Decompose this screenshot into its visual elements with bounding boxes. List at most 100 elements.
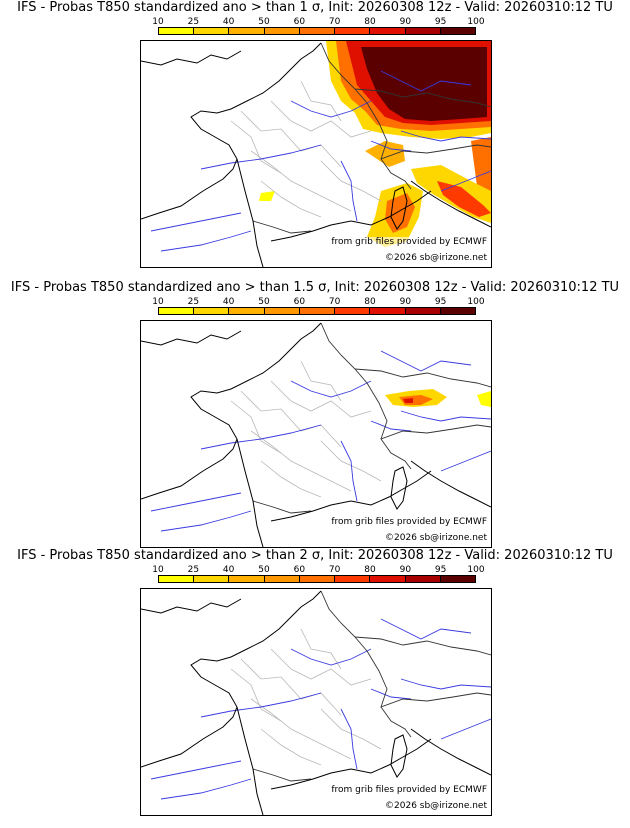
colorbar-cell <box>335 308 371 314</box>
country-border <box>354 636 491 656</box>
colorbar <box>158 307 476 315</box>
river <box>200 692 322 718</box>
colorbar-cell <box>194 576 230 582</box>
admin-boundary <box>270 380 372 418</box>
colorbar-cell <box>264 576 300 582</box>
colorbar-tick-label: 80 <box>364 297 376 307</box>
river <box>440 450 491 472</box>
river <box>340 160 358 222</box>
map-canvas <box>141 322 491 547</box>
colorbar-cell <box>194 308 230 314</box>
coastline <box>141 330 242 346</box>
river <box>400 410 491 422</box>
colorbar-tick-label: 100 <box>467 565 485 575</box>
corsica-coastline <box>390 186 408 230</box>
prob-area <box>365 141 405 167</box>
country-border <box>380 144 491 160</box>
admin-boundary <box>250 150 352 212</box>
admin-boundary <box>320 708 382 750</box>
colorbar-cell <box>264 308 300 314</box>
river <box>400 130 491 142</box>
admin-boundary <box>230 120 282 174</box>
source-credit: from grib files provided by ECMWF <box>331 237 487 247</box>
country-border <box>320 322 412 470</box>
source-credit: from grib files provided by ECMWF <box>331 785 487 795</box>
colorbar-tick-label: 40 <box>222 565 235 575</box>
colorbar-tick-label: 95 <box>434 297 447 307</box>
colorbar-cell <box>440 28 475 34</box>
panel-title: IFS - Probas T850 standardized ano > tha… <box>10 280 620 295</box>
prob-area <box>403 398 413 403</box>
colorbar-labels: 10 25 40 50 60 70 80 90 95 100 <box>152 17 484 27</box>
river <box>380 618 472 640</box>
coastline <box>236 158 264 267</box>
coastline <box>141 42 322 220</box>
colorbar-tick-label: 90 <box>399 17 412 27</box>
colorbar <box>158 27 476 35</box>
river <box>380 350 472 372</box>
colorbar-labels: 10 25 40 50 60 70 80 90 95 100 <box>152 297 484 307</box>
colorbar-cell <box>229 576 265 582</box>
country-border <box>320 42 412 190</box>
colorbar-cell <box>405 28 441 34</box>
admin-boundary <box>320 440 382 482</box>
river <box>400 678 491 690</box>
admin-boundary <box>230 668 282 722</box>
colorbar-tick-label: 70 <box>328 17 341 27</box>
river <box>160 230 252 252</box>
river <box>290 380 372 398</box>
map-canvas <box>141 590 491 815</box>
river <box>440 718 491 740</box>
coastline <box>141 598 242 614</box>
admin-boundary <box>240 658 342 716</box>
admin-boundary <box>260 460 322 498</box>
river <box>200 144 322 170</box>
prob-area <box>437 181 491 217</box>
colorbar-cell <box>335 576 371 582</box>
coastline <box>236 706 264 815</box>
coastline <box>270 470 432 522</box>
admin-boundary <box>240 110 342 168</box>
colorbar-tick-label: 50 <box>258 297 270 307</box>
river <box>370 140 412 152</box>
map-panel-1: IFS - Probas T850 standardized ano > tha… <box>0 0 630 268</box>
coastline <box>141 322 322 500</box>
colorbar-tick-label: 10 <box>152 565 164 575</box>
colorbar-tick-label: 80 <box>364 565 376 575</box>
colorbar-cell <box>299 308 336 314</box>
colorbar <box>158 575 476 583</box>
river <box>440 170 491 192</box>
colorbar-cell <box>264 28 300 34</box>
admin-boundary <box>260 728 322 766</box>
colorbar-tick-label: 25 <box>187 17 200 27</box>
copyright-credit: ©2026 sb@irizone.net <box>385 253 487 263</box>
coastline <box>236 438 264 547</box>
country-border <box>380 424 491 440</box>
river <box>160 778 252 800</box>
colorbar-tick-label: 50 <box>258 565 270 575</box>
colorbar-tick-label: 80 <box>364 17 376 27</box>
copyright-credit: ©2026 sb@irizone.net <box>385 533 487 543</box>
colorbar-tick-label: 100 <box>467 17 485 27</box>
colorbar-tick-label: 70 <box>328 297 341 307</box>
river <box>370 420 412 432</box>
colorbar-tick-label: 95 <box>434 17 447 27</box>
colorbar-tick-label: 90 <box>399 565 412 575</box>
colorbar-cell <box>370 308 406 314</box>
colorbar-tick-label: 40 <box>222 297 235 307</box>
colorbar-cell <box>405 308 441 314</box>
panel-title: IFS - Probas T850 standardized ano > tha… <box>17 0 613 15</box>
colorbar-tick-label: 10 <box>152 297 164 307</box>
prob-area <box>477 391 491 407</box>
colorbar-tick-label: 100 <box>467 297 485 307</box>
colorbar-cell <box>440 308 475 314</box>
map-panel-3: IFS - Probas T850 standardized ano > tha… <box>0 548 630 816</box>
probability-map: from grib files provided by ECMWF ©2026 … <box>140 320 492 548</box>
colorbar-cell <box>370 28 406 34</box>
colorbar-cell <box>335 28 371 34</box>
colorbar-tick-label: 60 <box>293 565 306 575</box>
country-border <box>320 590 412 738</box>
colorbar-tick-label: 70 <box>328 565 341 575</box>
admin-boundary <box>270 100 372 138</box>
colorbar-tick-label: 40 <box>222 17 235 27</box>
